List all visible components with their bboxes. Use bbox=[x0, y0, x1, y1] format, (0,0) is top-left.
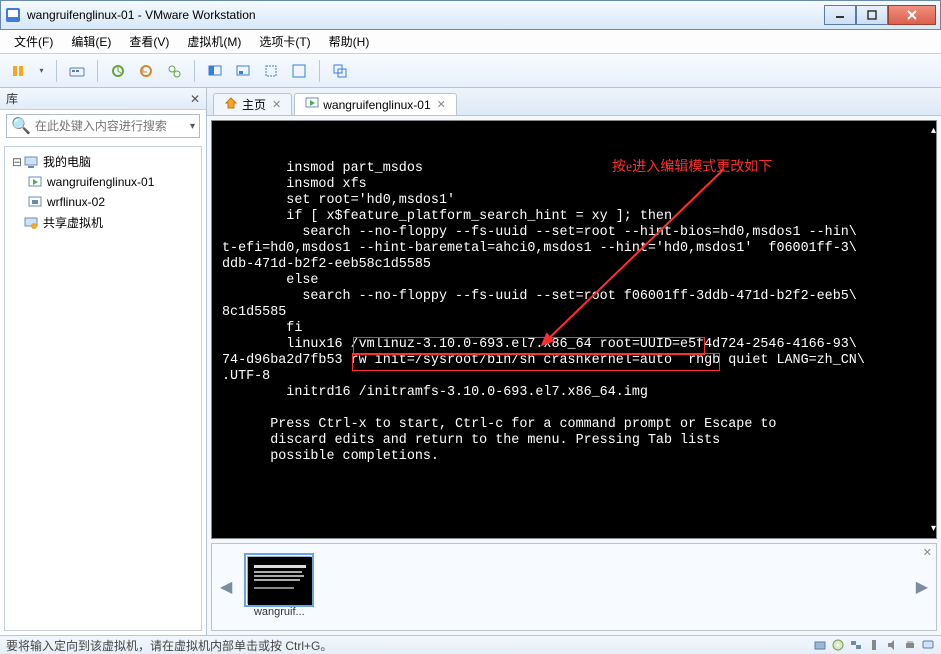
search-icon: 🔍 bbox=[11, 116, 31, 136]
toolbar-sep bbox=[97, 60, 98, 82]
tree-vm-item[interactable]: wangruifenglinux-01 bbox=[7, 172, 199, 192]
library-header: 库 ✕ bbox=[0, 88, 206, 110]
thumbnail-image bbox=[247, 556, 311, 604]
annotation-text: 按e进入编辑模式更改如下 bbox=[612, 156, 772, 176]
vm-tab-icon bbox=[305, 96, 319, 113]
library-title: 库 bbox=[6, 90, 18, 107]
view-console-button[interactable] bbox=[203, 59, 227, 83]
snapshot-revert-button[interactable] bbox=[134, 59, 158, 83]
tray-sound-icon[interactable] bbox=[885, 638, 899, 652]
menu-view[interactable]: 查看(V) bbox=[121, 31, 177, 52]
unity-button[interactable] bbox=[328, 59, 352, 83]
sidebar: 库 ✕ 🔍 ▾ ⊟ 我的电脑 wangruifenglinux-01 wrfli… bbox=[0, 88, 207, 635]
toolbar-sep bbox=[56, 60, 57, 82]
search-input[interactable] bbox=[35, 119, 190, 133]
power-pause-button[interactable] bbox=[6, 59, 30, 83]
snapshot-take-button[interactable] bbox=[106, 59, 130, 83]
main-area: 库 ✕ 🔍 ▾ ⊟ 我的电脑 wangruifenglinux-01 wrfli… bbox=[0, 88, 941, 635]
thumbnail-bar: ✕ ◀ wangruif... ▶ bbox=[211, 543, 937, 631]
view-thumbnail-button[interactable] bbox=[231, 59, 255, 83]
menu-tabs[interactable]: 选项卡(T) bbox=[251, 31, 318, 52]
thumb-nav-left[interactable]: ◀ bbox=[220, 577, 232, 597]
vm-console[interactable]: insmod part_msdos insmod xfs set root='h… bbox=[211, 120, 937, 539]
tree-vm-item[interactable]: wrflinux-02 bbox=[7, 192, 199, 212]
close-button[interactable] bbox=[888, 5, 936, 25]
shared-icon bbox=[23, 215, 39, 231]
thumbnail-close-icon[interactable]: ✕ bbox=[923, 546, 932, 559]
terminal-text: insmod part_msdos insmod xfs set root='h… bbox=[212, 121, 936, 538]
tree-root-label: 我的电脑 bbox=[43, 153, 91, 170]
library-tree: ⊟ 我的电脑 wangruifenglinux-01 wrflinux-02 共… bbox=[4, 146, 202, 631]
window-title: wangruifenglinux-01 - VMware Workstation bbox=[27, 8, 824, 22]
tab-close-icon[interactable]: ✕ bbox=[437, 98, 446, 111]
thumb-nav-right[interactable]: ▶ bbox=[916, 577, 928, 597]
expand-icon[interactable]: ⊟ bbox=[11, 155, 23, 169]
tab-vm[interactable]: wangruifenglinux-01 ✕ bbox=[294, 93, 457, 115]
tree-vm-label: wangruifenglinux-01 bbox=[47, 175, 154, 189]
window-buttons bbox=[824, 5, 936, 25]
highlight-box bbox=[352, 353, 720, 371]
minimize-button[interactable] bbox=[824, 5, 856, 25]
tray-network-icon[interactable] bbox=[849, 638, 863, 652]
computer-icon bbox=[23, 154, 39, 170]
titlebar: wangruifenglinux-01 - VMware Workstation bbox=[0, 0, 941, 30]
tree-shared-label: 共享虚拟机 bbox=[43, 214, 103, 231]
toolbar: ▾ bbox=[0, 54, 941, 88]
menu-help[interactable]: 帮助(H) bbox=[321, 31, 378, 52]
tab-home-label: 主页 bbox=[242, 96, 266, 113]
tray-message-icon[interactable] bbox=[921, 638, 935, 652]
search-dropdown-icon[interactable]: ▾ bbox=[190, 121, 195, 132]
menu-edit[interactable]: 编辑(E) bbox=[63, 31, 119, 52]
console-scrollbar[interactable]: ▴ ▾ bbox=[930, 121, 936, 538]
content-area: 主页 ✕ wangruifenglinux-01 ✕ insmod part_m… bbox=[207, 88, 941, 635]
menu-file[interactable]: 文件(F) bbox=[6, 31, 61, 52]
statusbar: 要将输入定向到该虚拟机，请在虚拟机内部单击或按 Ctrl+G。 bbox=[0, 635, 941, 654]
snapshot-manage-button[interactable] bbox=[162, 59, 186, 83]
tree-vm-label: wrflinux-02 bbox=[47, 195, 105, 209]
power-pause-dropdown[interactable]: ▾ bbox=[34, 59, 48, 83]
terminal-content: insmod part_msdos insmod xfs set root='h… bbox=[222, 161, 926, 465]
vm-thumbnail[interactable]: wangruif... bbox=[240, 556, 318, 618]
toolbar-sep bbox=[319, 60, 320, 82]
home-icon bbox=[224, 96, 238, 113]
menu-vm[interactable]: 虚拟机(M) bbox=[179, 31, 249, 52]
stretch-button[interactable] bbox=[259, 59, 283, 83]
status-text: 要将输入定向到该虚拟机，请在虚拟机内部单击或按 Ctrl+G。 bbox=[6, 637, 332, 654]
vm-icon bbox=[27, 194, 43, 210]
tray-disk-icon[interactable] bbox=[813, 638, 827, 652]
tray-usb-icon[interactable] bbox=[867, 638, 881, 652]
send-cad-button[interactable] bbox=[65, 59, 89, 83]
status-tray bbox=[813, 638, 935, 652]
library-search[interactable]: 🔍 ▾ bbox=[6, 114, 200, 138]
app-icon bbox=[5, 7, 21, 23]
fullscreen-button[interactable] bbox=[287, 59, 311, 83]
thumbnail-label: wangruif... bbox=[254, 606, 305, 618]
toolbar-sep bbox=[194, 60, 195, 82]
tab-vm-label: wangruifenglinux-01 bbox=[323, 98, 430, 112]
tabbar: 主页 ✕ wangruifenglinux-01 ✕ bbox=[207, 88, 941, 116]
scroll-up-icon[interactable]: ▴ bbox=[931, 125, 936, 136]
tab-close-icon[interactable]: ✕ bbox=[272, 98, 281, 111]
tab-home[interactable]: 主页 ✕ bbox=[213, 93, 292, 115]
library-close-icon[interactable]: ✕ bbox=[190, 92, 200, 106]
vm-icon bbox=[27, 174, 43, 190]
tray-cd-icon[interactable] bbox=[831, 638, 845, 652]
maximize-button[interactable] bbox=[856, 5, 888, 25]
tree-root-mycomputer[interactable]: ⊟ 我的电脑 bbox=[7, 151, 199, 172]
scroll-down-icon[interactable]: ▾ bbox=[931, 523, 936, 534]
tree-shared-vms[interactable]: 共享虚拟机 bbox=[7, 212, 199, 233]
tray-printer-icon[interactable] bbox=[903, 638, 917, 652]
menubar: 文件(F) 编辑(E) 查看(V) 虚拟机(M) 选项卡(T) 帮助(H) bbox=[0, 30, 941, 54]
